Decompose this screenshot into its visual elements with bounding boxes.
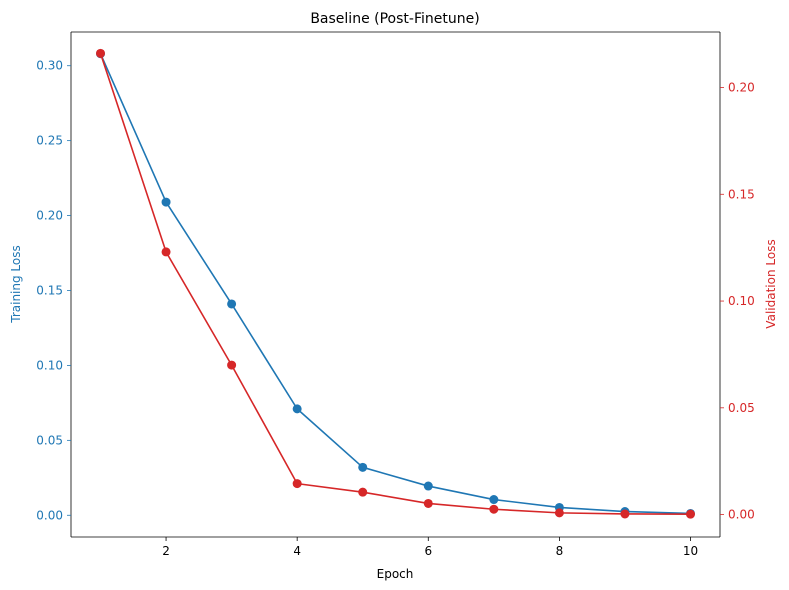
validation-loss-point [161,247,171,257]
validation-loss-point [554,508,564,518]
x-tick-label: 2 [162,544,170,558]
chart-title: Baseline (Post-Finetune) [310,11,479,27]
right-y-tick-label: 0.10 [728,294,755,308]
left-y-tick-label: 0.20 [36,209,63,223]
training-loss-point [227,299,237,309]
validation-loss-point [489,504,499,514]
left-y-tick-label: 0.00 [36,508,63,522]
x-tick-label: 8 [556,544,564,558]
training-loss-point [489,495,499,505]
right-y-tick-label: 0.20 [728,81,755,95]
validation-loss-point [358,487,368,497]
validation-loss-point [292,479,302,489]
training-loss-line [99,53,691,515]
validation-loss-point [620,509,630,519]
right-y-tick-label: 0.15 [728,187,755,201]
left-y-tick-label: 0.25 [36,134,63,148]
training-loss-point [423,481,433,491]
left-y-tick-label: 0.05 [36,433,63,447]
training-loss-point [358,462,368,472]
validation-loss-point [686,509,695,519]
left-y-tick-label: 0.30 [36,59,63,73]
plot-area: 2 4 6 8 10 0.00 0.05 0.10 0.15 0.20 0.25 0.30 0.00 0.… [36,31,755,558]
left-y-tick-label: 0.10 [36,358,63,372]
validation-loss-point [96,48,105,58]
training-loss-point [161,197,171,207]
left-y-tick-label: 0.15 [36,283,63,297]
right-y-tick-label: 0.00 [728,508,755,522]
right-y-axis-label: Validation Loss [764,239,778,328]
left-y-axis-label: Training Loss [9,245,23,323]
x-tick-label: 4 [293,544,301,558]
x-axis-label: Epoch [377,567,414,581]
validation-loss-point [227,360,237,370]
right-y-tick-label: 0.05 [728,401,755,415]
validation-loss-line [99,53,691,515]
validation-loss-point [423,498,433,508]
training-loss-point [292,404,302,414]
x-tick-label: 10 [683,544,698,558]
x-tick-label: 6 [424,544,432,558]
